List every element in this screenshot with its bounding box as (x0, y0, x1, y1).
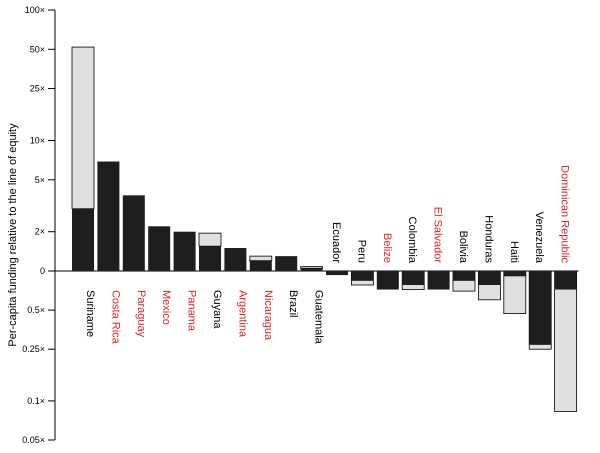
bar-dark (249, 260, 272, 271)
bar-dark (199, 246, 221, 271)
category-label: Bolivia (457, 231, 469, 264)
category-label: Venezuela (533, 212, 545, 264)
y-tick-label: 10× (30, 136, 45, 146)
category-label: Ecuador (330, 222, 342, 263)
bar-dark (300, 268, 323, 271)
category-label: El Salvador (432, 207, 444, 264)
category-label: Paraguay (135, 290, 147, 338)
y-tick-label: 50× (30, 44, 45, 54)
bar-dark (453, 271, 475, 281)
bar-dark (72, 208, 94, 271)
bars (71, 46, 577, 412)
y-tick-label: 0.1× (27, 396, 45, 406)
bar-light (249, 255, 273, 262)
y-tick-label: 5× (35, 175, 45, 185)
category-label: Argentina (236, 290, 248, 338)
category-label: Panama (186, 290, 198, 332)
bar-dark (326, 271, 348, 276)
y-tick-label: 0.5× (27, 305, 45, 315)
category-label: Nicaragua (262, 290, 274, 341)
y-tick-label: 0 (40, 266, 45, 276)
category-label: Mexico (160, 290, 172, 325)
bar-dark (529, 271, 552, 345)
category-labels: Suriname Costa Rica Paraguay Mexico Panama Gu… (84, 165, 571, 345)
bar-dark (148, 226, 171, 271)
category-label: Costa Rica (109, 290, 121, 345)
bar-dark (554, 271, 577, 290)
y-tick-label: 0.05× (22, 435, 45, 445)
y-axis-label: Per-capita funding relative to the line … (7, 123, 19, 347)
bar-dark (427, 271, 450, 290)
category-label: Brazil (287, 290, 299, 318)
bar-light (71, 46, 95, 210)
category-label: Belize (381, 233, 393, 263)
bar-dark (376, 271, 399, 290)
y-tick-label: 25× (30, 84, 45, 94)
category-label: Guyana (211, 290, 223, 329)
bar-dark (173, 231, 196, 271)
category-label: Honduras (482, 215, 494, 263)
bar-dark (478, 271, 501, 286)
bar-dark (224, 248, 247, 271)
bar-dark (122, 195, 145, 271)
bar-light (503, 270, 527, 314)
category-label: Colombia (406, 217, 418, 264)
bar-light (554, 270, 577, 412)
bar-dark (275, 256, 298, 271)
bar-dark (402, 271, 425, 286)
category-label: Peru (355, 240, 367, 263)
y-tick-label: 2× (35, 227, 45, 237)
category-label: Dominican Republic (559, 165, 571, 263)
y-tick-label: 100× (25, 5, 45, 15)
y-tick-label: 0.25× (22, 344, 45, 354)
bar-dark (351, 271, 374, 281)
bar-dark (97, 161, 120, 271)
category-label: Haiti (508, 241, 520, 263)
bar-dark (503, 271, 526, 277)
bar-light (198, 232, 222, 247)
category-label: Guatemala (313, 290, 325, 345)
category-label: Suriname (84, 290, 96, 337)
bar-light (300, 266, 324, 269)
